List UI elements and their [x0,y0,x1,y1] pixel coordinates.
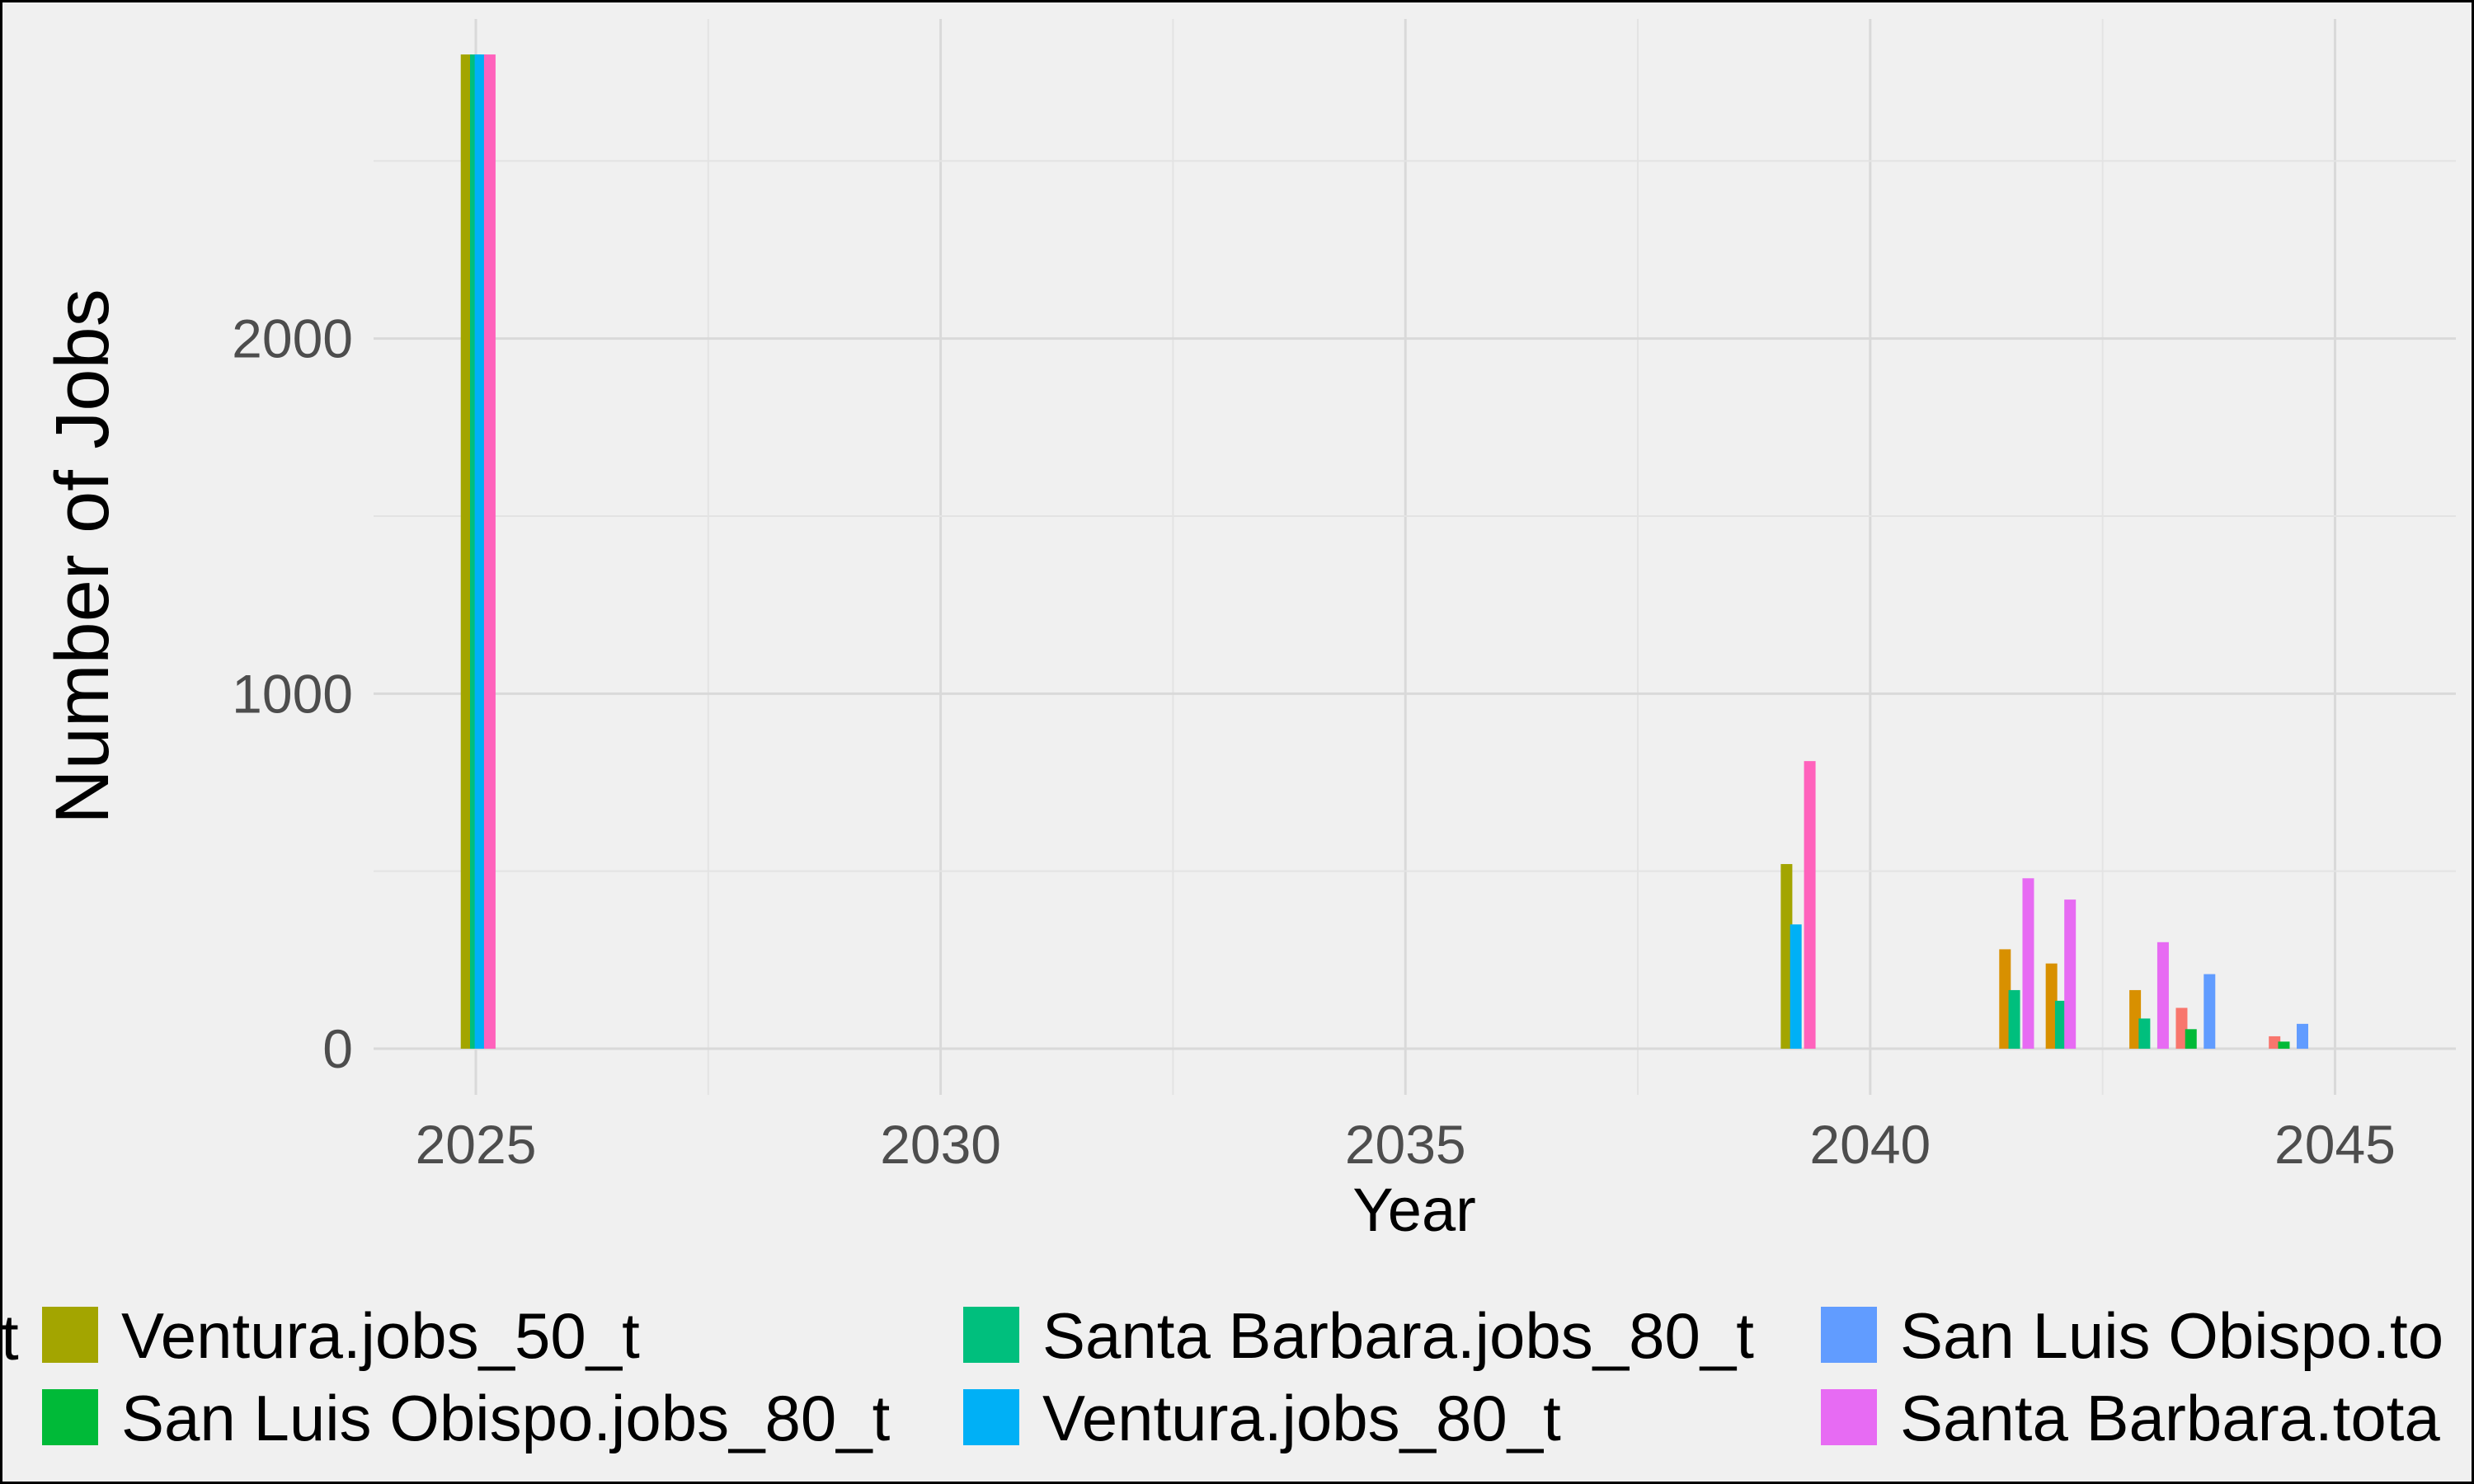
bar [2278,1041,2290,1050]
legend-label: San Luis Obispo.jobs_80_t [121,1382,891,1454]
y-tick-label: 1000 [232,663,353,724]
y-tick-label: 0 [322,1018,353,1079]
bar [1999,949,2011,1050]
bar [2138,1018,2151,1050]
legend-key [42,1389,98,1445]
bar [2269,1036,2281,1050]
bar [2297,1023,2309,1050]
legend-label-clipped: t [2,1301,19,1374]
bar [1804,761,1816,1050]
x-tick-label: 2030 [880,1114,1001,1175]
bar [483,54,496,1050]
bar [2045,963,2058,1050]
bar [2129,989,2142,1050]
x-tick-label: 2045 [2274,1114,2396,1175]
bar [2157,942,2169,1050]
bar-layer [460,54,2309,1050]
bar [2022,878,2034,1050]
x-tick-label: 2025 [416,1114,537,1175]
legend-key [1821,1307,1877,1363]
y-tick-label: 2000 [232,308,353,369]
bar [2008,989,2020,1050]
legend-key [42,1307,98,1363]
legend-key [963,1389,1019,1445]
legend-label: Ventura.jobs_50_t [121,1299,640,1372]
y-axis-title: Number of Jobs [40,289,125,824]
legend: t Ventura.jobs_50_t San Luis Obispo.jobs_8… [2,1299,2443,1454]
legend-key [1821,1389,1877,1445]
legend-label: San Luis Obispo.to [1900,1299,2443,1372]
legend-label: Santa Barbara.tota [1900,1382,2440,1454]
bar [1780,864,1793,1050]
legend-key [963,1307,1019,1363]
bar [2185,1029,2197,1050]
bar [460,54,473,1050]
bar [474,54,487,1050]
tick-layer: 2025 2030 2035 2040 2045 0 1000 2000 [232,308,2396,1175]
legend-label: Ventura.jobs_80_t [1042,1382,1561,1454]
bar [2204,974,2216,1050]
bar [2064,899,2077,1050]
x-tick-label: 2035 [1345,1114,1466,1175]
legend-label: Santa Barbara.jobs_80_t [1042,1299,1754,1372]
x-axis-title: Year [1352,1176,1476,1244]
grid-layer [374,19,2456,1095]
bar [2175,1007,2188,1050]
bar [1790,924,1802,1050]
bar [2054,1000,2067,1050]
x-tick-label: 2040 [1809,1114,1931,1175]
